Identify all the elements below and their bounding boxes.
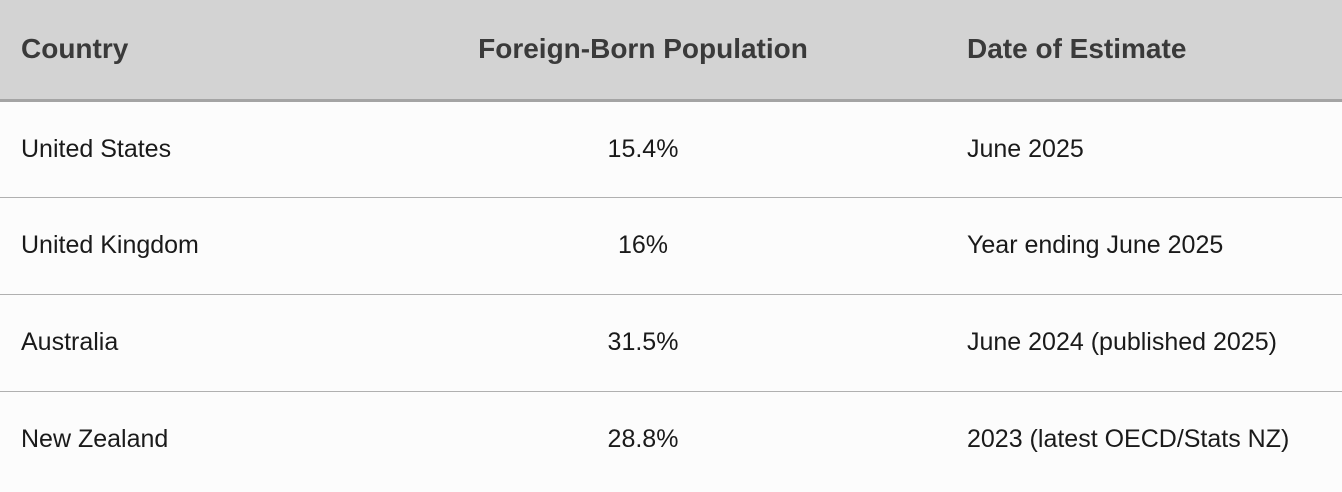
table-row: United States 15.4% June 2025 <box>0 100 1342 198</box>
table-cell: United Kingdom <box>0 197 340 295</box>
table-cell: 28.8% <box>607 425 679 454</box>
column-header: Country <box>0 0 340 102</box>
table-body: United States 15.4% June 2025 United Kingdo… <box>0 100 1342 488</box>
table-cell: June 2024 (published 2025) <box>946 294 1342 392</box>
table-row: New Zealand 28.8% 2023 (latest OECD/Stats … <box>0 391 1342 488</box>
column-header: Foreign-Born Population <box>340 0 946 102</box>
table-row: Australia 31.5% June 2024 (published 2025) <box>0 294 1342 392</box>
table-cell: Australia <box>0 294 340 392</box>
table-cell: June 2025 <box>946 100 1342 198</box>
table-row: United Kingdom 16% Year ending June 2025 <box>0 197 1342 295</box>
table-cell: United States <box>0 100 340 198</box>
header-row: Country Foreign-Born Population Date of Es… <box>0 0 1342 102</box>
table-header: Country Foreign-Born Population Date of Es… <box>0 0 1342 102</box>
table-cell: 31.5% <box>340 294 946 392</box>
table-cell: Year ending June 2025 <box>946 197 1342 295</box>
table-cell: New Zealand <box>21 425 169 454</box>
table-cell: 2023 (latest OECD/Stats NZ) <box>967 425 1290 454</box>
column-header: Date of Estimate <box>946 0 1342 102</box>
table-cell: 16% <box>340 197 946 295</box>
table-cell: 15.4% <box>340 100 946 198</box>
